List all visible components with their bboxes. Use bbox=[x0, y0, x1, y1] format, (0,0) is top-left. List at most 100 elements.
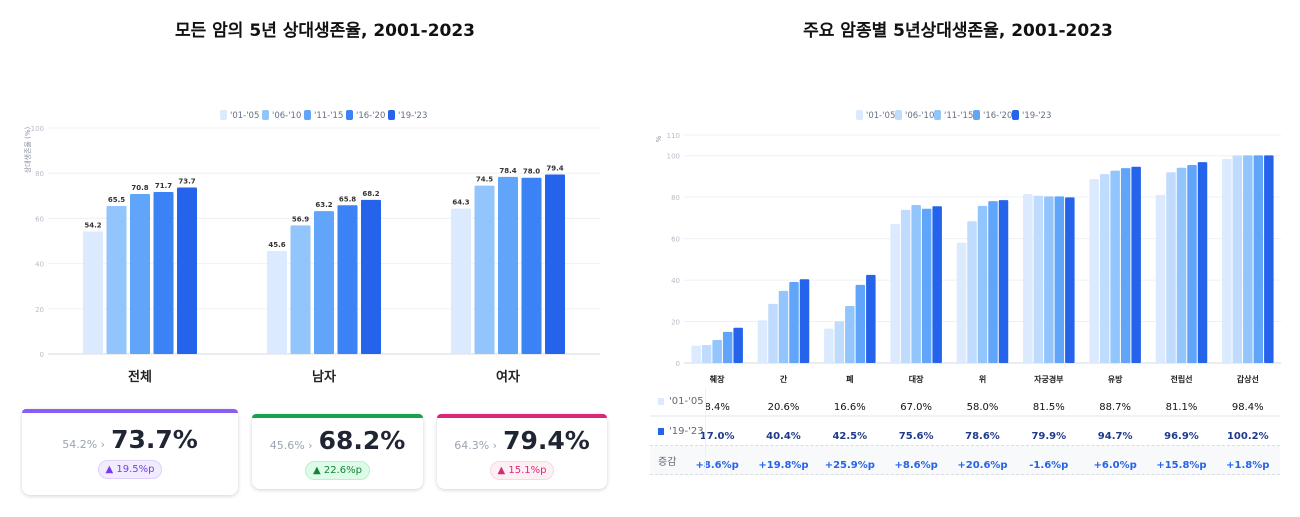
category-label: 췌장 bbox=[710, 374, 725, 384]
bar bbox=[521, 177, 542, 354]
category-label: 갑상선 bbox=[1237, 374, 1259, 384]
legend-label: '19-'23 bbox=[398, 111, 427, 121]
y-tick-label: 110 bbox=[667, 132, 680, 140]
bar bbox=[1232, 155, 1243, 363]
legend-swatch bbox=[304, 110, 311, 120]
table-cell: 100.2% bbox=[1226, 431, 1269, 442]
table-cell: 40.4% bbox=[766, 431, 801, 442]
summary-card-total: 54.2% › 73.7% ▲ 19.5%p bbox=[22, 409, 238, 495]
bar bbox=[1110, 170, 1120, 363]
bar bbox=[1264, 155, 1274, 363]
row-label: '01-'05 bbox=[650, 396, 705, 407]
bar bbox=[1253, 155, 1264, 363]
bar bbox=[900, 209, 911, 363]
bar bbox=[768, 303, 778, 363]
bar bbox=[691, 345, 701, 363]
bar bbox=[855, 284, 866, 363]
legend-swatch bbox=[388, 110, 395, 120]
bar bbox=[1044, 196, 1054, 363]
category-label: 유방 bbox=[1108, 374, 1123, 384]
bar bbox=[1155, 194, 1166, 363]
bar bbox=[1054, 196, 1065, 363]
bar bbox=[474, 185, 495, 354]
bar bbox=[545, 174, 565, 354]
card-accent-bar bbox=[437, 414, 607, 418]
bar bbox=[890, 224, 900, 363]
summary-card-female: 64.3% › 79.4% ▲ 15.1%p bbox=[437, 414, 607, 489]
bar bbox=[733, 327, 743, 363]
bar bbox=[789, 281, 799, 363]
legend-swatch bbox=[1012, 110, 1019, 120]
bar bbox=[337, 205, 358, 354]
table-cell: 78.6% bbox=[965, 431, 1000, 442]
data-label: 65.5 bbox=[108, 196, 125, 204]
table-cell: +19.8%p bbox=[758, 460, 809, 471]
row-label: 증감 bbox=[658, 456, 677, 468]
data-label: 70.8 bbox=[131, 184, 148, 192]
data-label: 63.2 bbox=[315, 201, 332, 209]
table-cell: 94.7% bbox=[1097, 431, 1133, 442]
data-label: 73.7 bbox=[178, 177, 195, 185]
bar bbox=[267, 250, 287, 354]
bar bbox=[932, 206, 942, 363]
bar bbox=[722, 331, 733, 363]
column-divider bbox=[705, 388, 706, 475]
bar bbox=[866, 274, 876, 363]
legend-swatch bbox=[934, 110, 941, 120]
category-label: 전립선 bbox=[1170, 374, 1192, 384]
bar bbox=[177, 187, 197, 354]
bar bbox=[83, 231, 103, 354]
y-axis-label: % bbox=[655, 135, 663, 142]
y-tick-label: 80 bbox=[35, 170, 44, 178]
bar bbox=[1197, 162, 1208, 363]
y-tick-label: 80 bbox=[671, 194, 680, 202]
table-cell: 20.6% bbox=[767, 401, 800, 413]
table-cell: 79.9% bbox=[1031, 431, 1067, 442]
category-label: 폐 bbox=[846, 374, 853, 384]
legend-label: '11-'15 bbox=[314, 111, 343, 121]
legend-swatch bbox=[346, 110, 353, 120]
to-value: 73.7% bbox=[111, 425, 198, 454]
legend-label: '01-'05 bbox=[230, 111, 259, 121]
y-tick-label: 40 bbox=[671, 277, 680, 285]
table-cell: 81.1% bbox=[1165, 401, 1198, 413]
table-cell: 75.6% bbox=[898, 431, 934, 442]
bar bbox=[451, 208, 471, 354]
card-accent-bar bbox=[22, 409, 238, 413]
bar bbox=[911, 205, 921, 363]
legend-swatch bbox=[220, 110, 227, 120]
from-value: 64.3% › bbox=[454, 439, 498, 452]
change-badge: ▲ 15.1%p bbox=[489, 461, 555, 480]
data-label: 68.2 bbox=[362, 190, 379, 198]
bar bbox=[712, 339, 722, 363]
bar bbox=[1176, 167, 1187, 363]
table-cell: -1.6%p bbox=[1029, 460, 1069, 471]
table-row-2001: '01-'05 8.4% 20.6% 16.6% 67.0% 58.0% 81.5% 88.… bbox=[650, 388, 1280, 417]
category-label: 자궁경부 bbox=[1034, 374, 1064, 384]
legend-label: '06-'10 bbox=[272, 111, 301, 121]
y-tick-label: 0 bbox=[40, 351, 44, 359]
data-label: 71.7 bbox=[155, 182, 172, 190]
to-value: 68.2% bbox=[318, 426, 406, 455]
legend-label: '16-'20 bbox=[983, 111, 1012, 121]
card-accent-bar bbox=[252, 414, 423, 418]
bar bbox=[701, 344, 712, 363]
bar bbox=[130, 193, 150, 354]
bar bbox=[1099, 174, 1110, 363]
bar bbox=[834, 321, 845, 363]
data-label: 78.0 bbox=[523, 168, 540, 176]
bar bbox=[1243, 155, 1253, 363]
data-label: 54.2 bbox=[84, 222, 101, 230]
category-label: 남자 bbox=[312, 369, 336, 385]
bar bbox=[988, 201, 998, 363]
legend-label: '11-'15 bbox=[944, 111, 973, 121]
y-tick-label: 60 bbox=[671, 236, 680, 244]
data-label: 78.4 bbox=[499, 167, 516, 175]
table-cell: 42.5% bbox=[832, 431, 868, 442]
category-label: 전체 bbox=[128, 369, 152, 385]
left-chart-title: 모든 암의 5년 상대생존율, 2001-2023 bbox=[174, 21, 476, 41]
data-label: 65.8 bbox=[339, 195, 356, 203]
table-cell: +25.9%p bbox=[824, 460, 875, 471]
legend-swatch bbox=[856, 110, 863, 120]
bar bbox=[1187, 165, 1197, 363]
